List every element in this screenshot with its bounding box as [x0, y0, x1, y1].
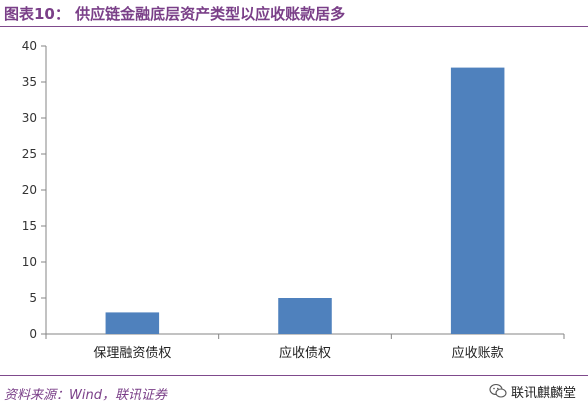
watermark: 联讯麒麟堂: [489, 381, 576, 401]
x-tick-label: 保理融资债权: [93, 345, 171, 361]
source-note: 资料来源：Wind，联讯证券: [4, 388, 167, 403]
bar: [278, 298, 332, 334]
y-tick-label: 30: [22, 111, 37, 125]
y-tick-label: 5: [29, 291, 37, 305]
x-tick-label: 应收债权: [279, 345, 331, 361]
footer-divider: [0, 375, 588, 376]
chart-title: 图表10： 供应链金融底层资产类型以应收账款居多: [4, 5, 346, 23]
y-tick-label: 20: [22, 183, 37, 197]
y-tick-label: 0: [29, 327, 37, 341]
y-tick-label: 25: [22, 147, 37, 161]
x-tick-label: 应收账款: [452, 345, 504, 361]
y-tick-label: 40: [22, 39, 37, 53]
wechat-icon: [489, 383, 507, 398]
bar: [450, 67, 505, 334]
watermark-text: 联讯麒麟堂: [510, 385, 576, 401]
y-tick-label: 15: [22, 219, 37, 233]
y-tick-label: 10: [22, 255, 37, 269]
title-bar: 图表10： 供应链金融底层资产类型以应收账款居多: [0, 0, 588, 27]
y-tick-label: 35: [22, 75, 37, 89]
bar: [105, 312, 160, 334]
